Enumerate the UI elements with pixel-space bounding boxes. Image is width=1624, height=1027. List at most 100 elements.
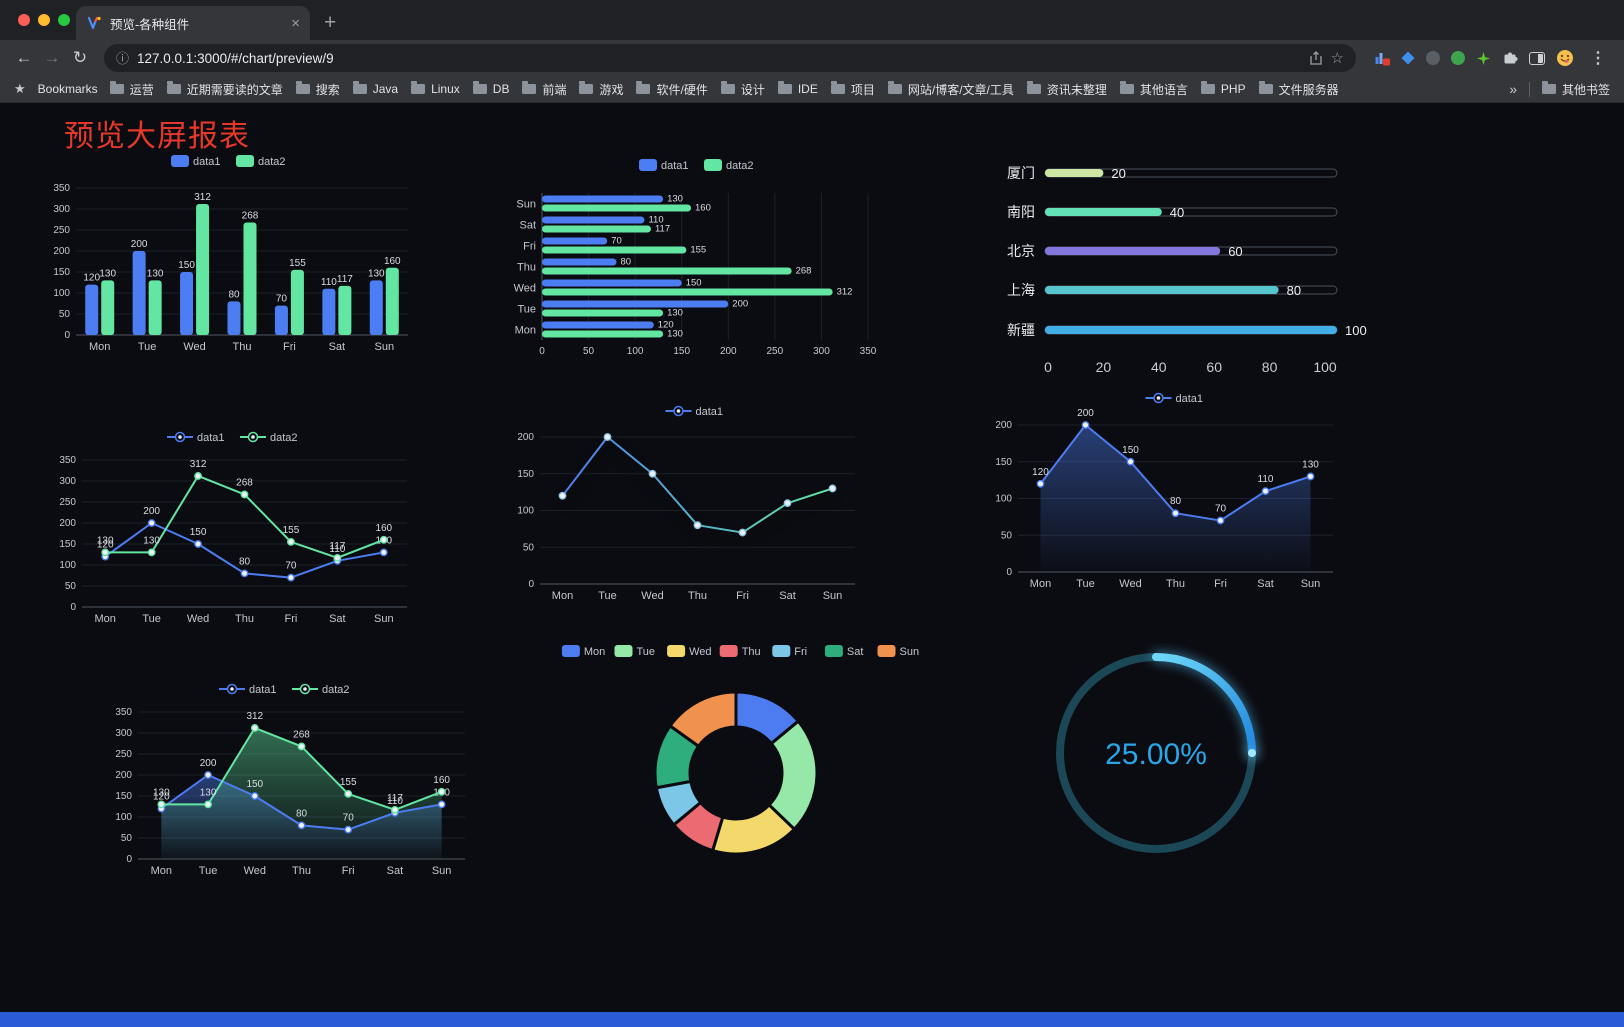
svg-text:300: 300	[59, 476, 76, 487]
svg-text:Wed: Wed	[1119, 578, 1141, 590]
svg-text:200: 200	[59, 518, 76, 529]
bookmark-star-icon[interactable]: ☆	[1330, 49, 1344, 67]
folder-icon	[522, 81, 537, 94]
forward-button[interactable]: →	[43, 48, 61, 67]
svg-text:130: 130	[153, 787, 170, 798]
browser-chrome: 预览-各种组件 × + ← → ↻ ⓘ 127.0.0.1:3000/#/cha…	[0, 0, 1624, 103]
svg-text:312: 312	[837, 287, 853, 298]
folder-icon	[352, 81, 367, 94]
svg-text:250: 250	[59, 497, 76, 508]
svg-text:350: 350	[53, 183, 70, 194]
bookmark-folder[interactable]: 游戏	[579, 81, 623, 98]
bookmark-folder[interactable]: 设计	[720, 81, 765, 98]
svg-text:厦门: 厦门	[1007, 165, 1035, 181]
svg-text:data2: data2	[258, 156, 286, 168]
bookmark-folder[interactable]: 网站/博客/文章/工具	[887, 81, 1014, 98]
bookmark-label: IDE	[797, 82, 818, 96]
other-bookmarks-folder[interactable]: 其他书签	[1541, 81, 1610, 98]
folder-icon	[472, 81, 487, 94]
svg-text:50: 50	[59, 309, 71, 320]
folder-icon	[830, 81, 845, 94]
site-info-icon[interactable]: ⓘ	[116, 50, 130, 66]
close-window-button[interactable]	[18, 14, 30, 26]
bookmark-folder[interactable]: DB	[472, 81, 510, 96]
svg-text:Mon: Mon	[89, 341, 110, 353]
bookmark-folder[interactable]: 文件服务器	[1258, 81, 1339, 98]
svg-text:Sun: Sun	[900, 646, 920, 658]
chart-gradient-line: 0 50 100 150 200 Mon Tue Wed Thu Fri Sat Sun data1	[514, 398, 878, 610]
extension-stats-icon[interactable]	[1374, 50, 1390, 66]
svg-text:130: 130	[99, 268, 116, 279]
svg-text:Fri: Fri	[1214, 578, 1227, 590]
zoom-window-button[interactable]	[58, 14, 70, 26]
bookmark-folder[interactable]: IDE	[777, 81, 818, 96]
bookmark-folder[interactable]: 前端	[522, 81, 566, 98]
svg-text:Sun: Sun	[1301, 578, 1321, 590]
svg-text:南阳: 南阳	[1007, 204, 1035, 220]
svg-text:50: 50	[65, 581, 77, 592]
folder-icon	[166, 81, 181, 94]
bookmark-folder[interactable]: 资讯未整理	[1026, 81, 1107, 98]
bookmarks-overflow-chevron[interactable]: »	[1509, 81, 1517, 97]
browser-menu-icon[interactable]: ⋮	[1590, 50, 1606, 67]
back-button[interactable]: ←	[15, 48, 33, 67]
bookmark-folder[interactable]: 运营	[109, 81, 154, 98]
chart-city-progress: 厦门 20 南阳 40 北京 60 上海 80 新疆 100 0 20 40 60 80 100	[998, 150, 1370, 385]
svg-text:130: 130	[97, 535, 114, 546]
folder-icon	[579, 81, 594, 94]
svg-text:117: 117	[337, 274, 353, 285]
bookmark-folder[interactable]: Java	[352, 81, 398, 96]
chart-grouped-bar: 0 50 100 150 200 250 300 350 Mon Tue Wed Thu Fri Sat S…	[30, 148, 430, 363]
minimize-window-button[interactable]	[38, 14, 50, 26]
side-panel-icon[interactable]	[1529, 51, 1545, 65]
svg-text:Sat: Sat	[519, 220, 536, 232]
bookmark-folder[interactable]: Linux	[411, 81, 460, 96]
extension-gray-icon[interactable]	[1426, 51, 1440, 65]
reload-button[interactable]: ↻	[72, 48, 88, 67]
chart-donut: Mon Tue Wed Thu Fri Sat Sun	[545, 638, 935, 870]
svg-text:Sat: Sat	[329, 341, 346, 353]
svg-text:110: 110	[329, 544, 345, 555]
profile-avatar[interactable]	[1556, 49, 1574, 67]
svg-text:312: 312	[246, 711, 263, 722]
folder-icon	[1541, 81, 1556, 94]
extension-diamond-icon[interactable]	[1401, 51, 1415, 65]
page-footer-bar	[0, 1012, 1624, 1027]
bookmark-folder[interactable]: 项目	[830, 81, 875, 98]
svg-text:40: 40	[1170, 205, 1184, 220]
svg-text:250: 250	[767, 346, 784, 357]
svg-text:20: 20	[1096, 359, 1112, 375]
bookmark-folder[interactable]: 其他语言	[1119, 81, 1188, 98]
extensions-puzzle-icon[interactable]	[1502, 50, 1518, 66]
chart-area-line: 0 50 100 150 200 Mon Tue Wed Thu Fri Sat Sun 120 200 1…	[994, 388, 1358, 596]
svg-text:130: 130	[200, 787, 217, 798]
svg-text:北京: 北京	[1007, 243, 1035, 259]
url-bar[interactable]: ⓘ 127.0.0.1:3000/#/chart/preview/9 ☆	[104, 44, 1356, 72]
svg-text:200: 200	[131, 239, 148, 250]
svg-text:50: 50	[583, 346, 595, 357]
svg-text:150: 150	[53, 267, 70, 278]
svg-text:0: 0	[70, 602, 76, 613]
svg-text:Sun: Sun	[516, 199, 536, 211]
extension-green-icon[interactable]	[1451, 51, 1465, 65]
bookmark-folder[interactable]: PHP	[1200, 81, 1246, 96]
svg-text:268: 268	[796, 266, 812, 277]
bookmark-label: 运营	[129, 82, 154, 97]
extension-green-star-icon[interactable]	[1476, 51, 1491, 66]
new-tab-button[interactable]: +	[324, 11, 337, 34]
bookmark-label: DB	[492, 82, 510, 96]
share-icon[interactable]	[1309, 50, 1323, 66]
svg-text:130: 130	[1302, 459, 1319, 470]
browser-tab-active[interactable]: 预览-各种组件 ×	[76, 6, 310, 40]
bookmark-folder[interactable]: 软件/硬件	[636, 81, 708, 98]
svg-text:200: 200	[732, 299, 748, 310]
svg-text:117: 117	[655, 224, 670, 235]
svg-text:350: 350	[115, 707, 132, 718]
svg-text:25.00%: 25.00%	[1105, 738, 1207, 771]
bookmark-label: 设计	[740, 82, 765, 97]
bookmark-folder[interactable]: 搜索	[295, 81, 340, 98]
bookmark-folder[interactable]: 近期需要读的文章	[166, 81, 283, 98]
svg-text:0: 0	[1006, 567, 1012, 578]
tab-close-icon[interactable]: ×	[291, 14, 300, 32]
svg-text:40: 40	[1151, 359, 1167, 375]
